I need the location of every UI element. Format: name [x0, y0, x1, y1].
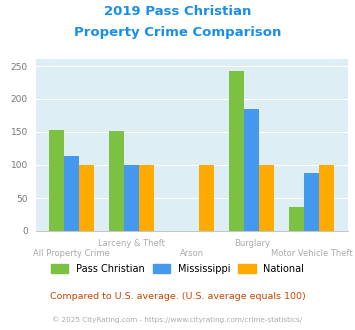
Bar	[259, 165, 274, 231]
Bar	[304, 173, 320, 231]
Text: All Property Crime: All Property Crime	[33, 249, 110, 258]
Bar	[79, 165, 94, 231]
Bar	[289, 207, 304, 231]
Bar	[199, 165, 214, 231]
Bar	[109, 131, 124, 231]
Text: Arson: Arson	[180, 249, 204, 258]
Text: Property Crime Comparison: Property Crime Comparison	[74, 26, 281, 39]
Text: © 2025 CityRating.com - https://www.cityrating.com/crime-statistics/: © 2025 CityRating.com - https://www.city…	[53, 317, 302, 323]
Bar	[49, 130, 64, 231]
Bar	[320, 165, 334, 231]
Text: Motor Vehicle Theft: Motor Vehicle Theft	[271, 249, 353, 258]
Bar	[124, 165, 139, 231]
Legend: Pass Christian, Mississippi, National: Pass Christian, Mississippi, National	[51, 264, 304, 274]
Bar	[229, 71, 244, 231]
Bar	[244, 109, 259, 231]
Text: Compared to U.S. average. (U.S. average equals 100): Compared to U.S. average. (U.S. average …	[50, 292, 305, 301]
Text: 2019 Pass Christian: 2019 Pass Christian	[104, 5, 251, 18]
Text: Larceny & Theft: Larceny & Theft	[98, 239, 165, 248]
Bar	[139, 165, 154, 231]
Bar	[64, 156, 79, 231]
Text: Burglary: Burglary	[234, 239, 270, 248]
